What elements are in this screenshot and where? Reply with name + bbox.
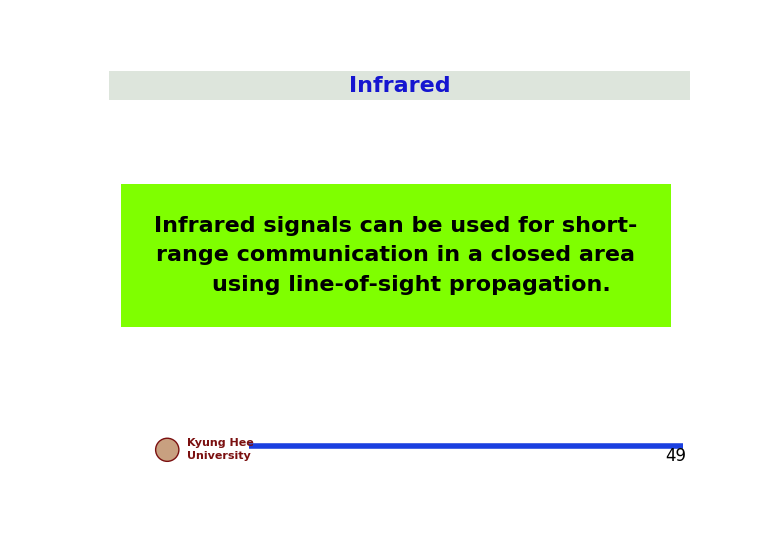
Text: Infrared: Infrared (349, 76, 451, 96)
Text: 49: 49 (665, 447, 686, 465)
Ellipse shape (156, 438, 179, 461)
Text: Kyung Hee
University: Kyung Hee University (186, 438, 254, 461)
FancyBboxPatch shape (109, 71, 690, 100)
Text: Infrared signals can be used for short-
range communication in a closed area
   : Infrared signals can be used for short- … (154, 216, 637, 295)
FancyBboxPatch shape (121, 184, 671, 327)
